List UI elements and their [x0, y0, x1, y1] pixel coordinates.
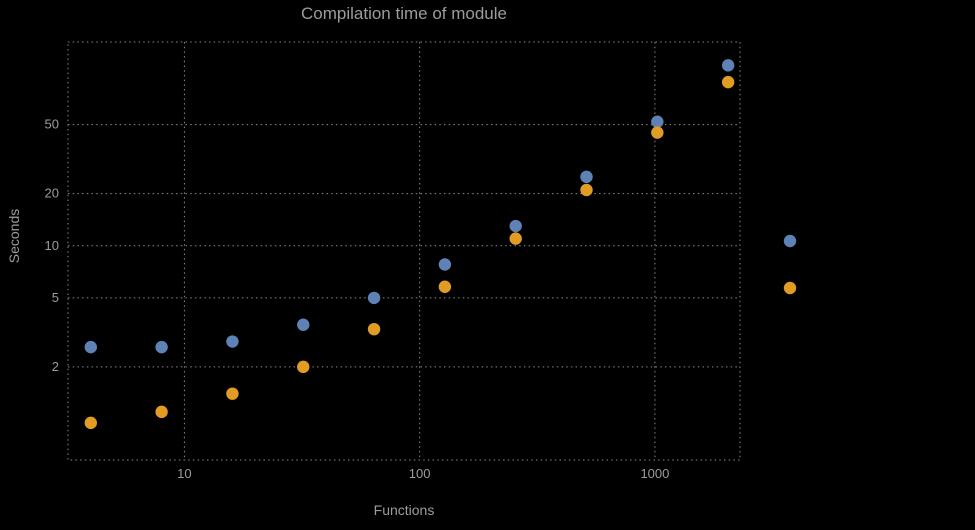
y-tick-label: 2 [52, 359, 59, 374]
data-point-orange [509, 232, 522, 245]
data-point-blue [226, 335, 239, 348]
x-axis-label: Functions [373, 502, 435, 518]
data-point-blue [367, 291, 381, 305]
chart-title: Compilation time of module [301, 4, 507, 23]
y-tick-label: 5 [52, 290, 59, 305]
y-tick-label: 50 [45, 117, 59, 132]
x-tick-label: 10 [177, 466, 191, 481]
legend-marker [783, 234, 797, 248]
data-point-blue [651, 115, 664, 128]
x-tick-label: 100 [409, 466, 431, 481]
data-point-orange [226, 387, 239, 400]
data-point-orange [367, 322, 381, 336]
y-tick-label: 20 [45, 186, 59, 201]
data-point-orange [84, 416, 97, 430]
data-point-orange [651, 126, 664, 139]
data-point-orange [438, 280, 452, 293]
y-tick-label: 10 [45, 238, 59, 253]
x-tick-label: 1000 [640, 466, 669, 481]
data-point-blue [297, 318, 310, 331]
data-point-blue [721, 59, 735, 72]
data-point-orange [721, 75, 735, 89]
plot-frame [67, 41, 741, 461]
data-point-orange [297, 360, 310, 374]
y-axis-label: Seconds [6, 208, 22, 264]
data-point-blue [580, 170, 593, 184]
data-point-orange [580, 183, 593, 197]
data-point-blue [509, 219, 522, 233]
data-point-blue [84, 340, 97, 354]
legend-marker [783, 281, 797, 295]
data-point-blue [438, 258, 452, 271]
data-point-orange [155, 405, 168, 419]
data-point-blue [155, 340, 168, 354]
